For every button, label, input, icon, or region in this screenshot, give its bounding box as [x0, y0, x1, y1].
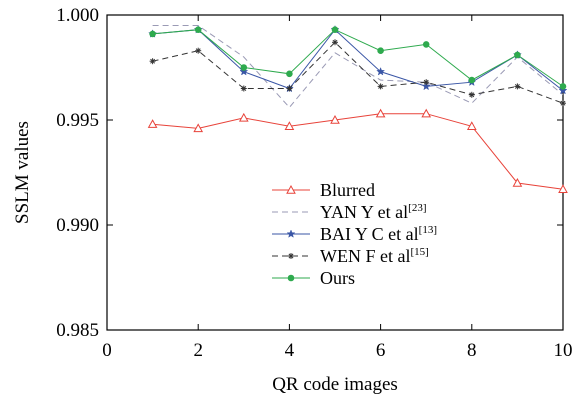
x-tick-label: 4 — [285, 340, 295, 361]
asterisk-stroke — [423, 79, 429, 85]
series-yan-y-et-al — [152, 25, 564, 109]
data-point-wen-f-et-al — [423, 79, 430, 86]
legend-label-ref: [15] — [410, 246, 428, 258]
y-tick-label: 0.995 — [56, 110, 99, 131]
y-tick-label: 0.985 — [56, 320, 99, 341]
asterisk-stroke — [150, 58, 156, 64]
asterisk-stroke — [332, 39, 338, 45]
data-point-ours — [194, 26, 202, 34]
legend-label: BAI Y C et al[13] — [320, 224, 437, 244]
data-point-blurred — [193, 123, 204, 133]
legend-item-blurred: Blurred — [272, 180, 375, 200]
series-line-yan-y-et-al — [152, 25, 564, 109]
y-tick-label: 0.990 — [56, 215, 99, 236]
data-point-wen-f-et-al — [377, 83, 384, 90]
data-point-ours — [559, 83, 567, 90]
data-point-blurred — [238, 112, 249, 122]
x-axis-title: QR code images — [272, 374, 398, 395]
legend-swatch-marker — [287, 274, 295, 282]
data-point-bai-y-c-et-al — [421, 81, 431, 91]
asterisk-stroke — [560, 100, 566, 106]
legend-swatch-marker — [286, 229, 296, 238]
series-blurred — [147, 108, 568, 193]
legend-label-name: BAI Y C et al — [320, 224, 419, 244]
legend-item-bai-y-c-et-al: BAI Y C et al[13] — [272, 224, 437, 244]
legend-item-ours: Ours — [272, 268, 355, 288]
x-tick-label: 2 — [193, 340, 203, 361]
data-point-wen-f-et-al — [468, 91, 475, 98]
series-layer — [147, 24, 568, 193]
data-point-ours — [468, 76, 476, 84]
data-point-wen-f-et-al — [195, 47, 202, 54]
legend-label-name: Blurred — [320, 180, 375, 200]
series-bai-y-c-et-al — [148, 24, 568, 95]
legend-label-name: YAN Y et al — [320, 202, 408, 222]
x-axis: 0 2 4 6 8 10 — [102, 15, 573, 361]
x-tick-label: 10 — [554, 340, 573, 361]
data-point-ours — [514, 51, 521, 59]
data-point-bai-y-c-et-al — [558, 85, 568, 95]
data-point-wen-f-et-al — [332, 39, 338, 46]
legend-label: YAN Y et al[23] — [320, 202, 426, 222]
asterisk-stroke — [469, 92, 475, 98]
data-point-blurred — [466, 121, 477, 130]
data-point-wen-f-et-al — [286, 85, 293, 92]
series-line-bai-y-c-et-al — [152, 28, 564, 91]
data-point-blurred — [147, 119, 158, 128]
y-tick-label: 1.000 — [56, 5, 99, 26]
legend-label: WEN F et al[15] — [320, 246, 429, 266]
data-point-bai-y-c-et-al — [239, 66, 249, 76]
data-point-blurred — [375, 108, 386, 118]
data-point-blurred — [421, 108, 432, 118]
x-tick-label: 6 — [376, 340, 386, 361]
data-point-wen-f-et-al — [514, 83, 521, 90]
data-point-blurred — [284, 121, 295, 130]
series-line-blurred — [152, 113, 564, 190]
data-point-bai-y-c-et-al — [376, 66, 386, 76]
y-axis: 0.985 0.990 0.995 1.000 — [56, 5, 563, 341]
legend-item-yan-y-et-al: YAN Y et al[23] — [272, 202, 426, 222]
legend-label: Ours — [320, 268, 355, 288]
asterisk-stroke — [286, 86, 292, 91]
asterisk-stroke — [514, 83, 520, 89]
plot-border — [106, 14, 564, 331]
data-point-wen-f-et-al — [560, 100, 566, 107]
legend-label-ref: [23] — [408, 202, 426, 214]
legend-label-name: WEN F et al — [320, 246, 410, 266]
data-point-blurred — [512, 177, 523, 187]
legend-swatch-marker — [286, 184, 296, 194]
data-point-ours — [149, 30, 156, 38]
series-wen-f-et-al — [149, 39, 566, 107]
x-tick-label: 8 — [467, 340, 477, 361]
data-point-ours — [331, 26, 339, 34]
legend-item-wen-f-et-al: WEN F et al[15] — [272, 246, 429, 266]
series-line-ours — [152, 29, 564, 87]
asterisk-stroke — [241, 86, 247, 91]
data-point-ours — [240, 64, 248, 71]
plot-frame — [106, 14, 564, 331]
legend-swatch-marker — [288, 253, 294, 259]
legend-label-name: Ours — [320, 268, 355, 288]
series-ours — [149, 26, 567, 90]
data-point-blurred — [558, 184, 568, 193]
asterisk-stroke — [195, 48, 201, 54]
data-point-blurred — [330, 114, 340, 124]
legend-label: Blurred — [320, 180, 375, 200]
data-point-wen-f-et-al — [149, 58, 156, 65]
y-axis-title: SSLM values — [12, 121, 33, 224]
asterisk-stroke — [378, 83, 384, 89]
data-point-ours — [377, 47, 384, 55]
data-point-wen-f-et-al — [240, 85, 247, 92]
data-point-ours — [422, 41, 430, 48]
data-point-ours — [286, 70, 293, 78]
asterisk-stroke — [288, 253, 294, 259]
x-tick-label: 0 — [102, 340, 112, 361]
legend-label-ref: [13] — [419, 224, 437, 236]
